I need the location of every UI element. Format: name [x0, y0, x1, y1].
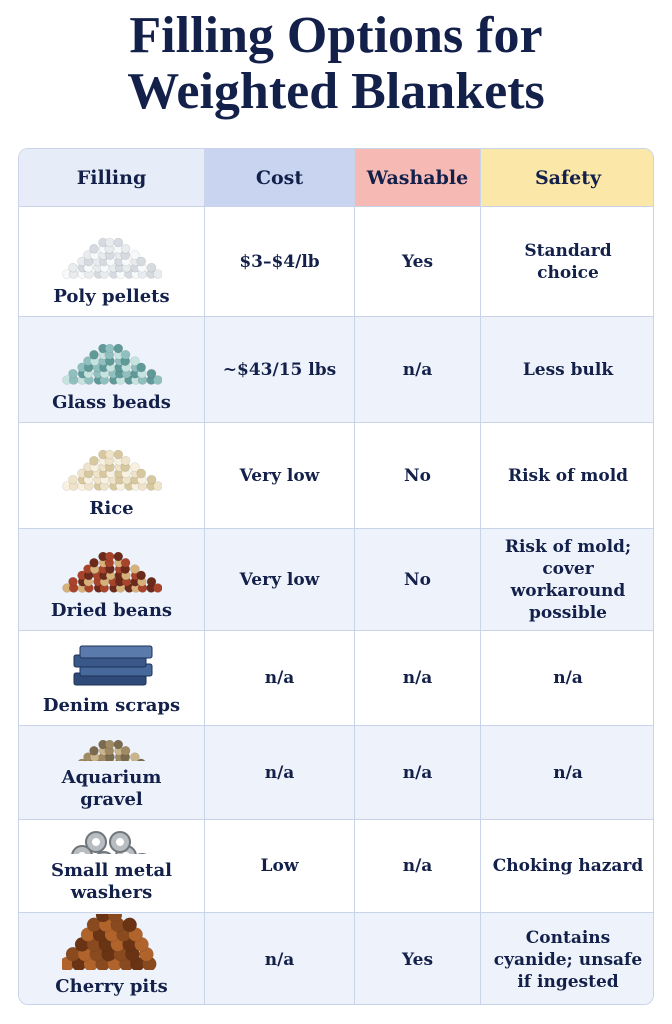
table-cell: No [355, 423, 481, 529]
table-cell: n/a [355, 317, 481, 423]
table-cell: $3–$4/lb [205, 207, 355, 317]
header-cell: Safety [481, 149, 653, 207]
cell-text: Very low [239, 569, 320, 590]
filling-illustration [61, 551, 162, 593]
table-cell: Yes [355, 207, 481, 317]
cell-text: $3–$4/lb [239, 251, 320, 272]
filling-cell: Rice [19, 423, 205, 529]
cell-text: No [404, 569, 431, 590]
cell-text: Yes [401, 949, 434, 970]
cell-text: ~$43/15 lbs [222, 359, 337, 380]
header-cell: Filling [19, 149, 205, 207]
header-cell: Cost [205, 149, 355, 207]
table-cell: Very low [205, 529, 355, 631]
table-cell: ~$43/15 lbs [205, 317, 355, 423]
cell-text: Choking hazard [492, 856, 644, 876]
filling-illustration [73, 645, 152, 686]
filling-cell: Denim scraps [19, 631, 205, 726]
table-cell: Standard choice [481, 207, 653, 317]
cell-text: Risk of mold; cover workaround possible [504, 536, 632, 623]
cell-text: n/a [264, 668, 295, 688]
cell-text: n/a [402, 856, 433, 876]
table-cell: Less bulk [481, 317, 653, 423]
table-cell: Low [205, 820, 355, 913]
filling-cell: Glass beads [19, 317, 205, 423]
table-cell: Very low [205, 423, 355, 529]
filling-illustration [61, 914, 157, 970]
table-cell: Yes [355, 913, 481, 1004]
filling-name: Denim scraps [42, 695, 181, 716]
table-cell: Risk of mold [481, 423, 653, 529]
table-cell: n/a [205, 631, 355, 726]
filling-name: Poly pellets [53, 286, 170, 307]
table-cell: n/a [355, 631, 481, 726]
filling-illustration [61, 343, 162, 385]
cell-text: Risk of mold [507, 465, 629, 486]
cell-text: Low [260, 856, 299, 876]
cell-text: Standard choice [524, 240, 612, 283]
filling-table: Filling Cost Washable Safety Poly pellets $3–… [18, 148, 654, 1005]
filling-cell: Poly pellets [19, 207, 205, 317]
table-cell: n/a [205, 726, 355, 820]
filling-name: Dried beans [50, 600, 173, 621]
cell-text: n/a [402, 359, 433, 380]
cell-text: n/a [264, 949, 295, 970]
table-cell: n/a [205, 913, 355, 1004]
header-text: Safety [534, 166, 602, 189]
filling-illustration [77, 739, 145, 761]
header-text: Washable [366, 166, 469, 189]
table-cell: n/a [481, 726, 653, 820]
table-cell: No [355, 529, 481, 631]
filling-illustration [61, 237, 162, 279]
cell-text: n/a [264, 762, 295, 783]
table-cell: Choking hazard [481, 820, 653, 913]
cell-text: n/a [402, 762, 433, 783]
table-cell: n/a [481, 631, 653, 726]
header-cell: Washable [355, 149, 481, 207]
filling-name: Small metal washers [51, 860, 172, 903]
cell-text: n/a [553, 668, 583, 688]
cell-text: n/a [402, 668, 433, 688]
cell-text: Less bulk [522, 359, 614, 380]
table-cell: Risk of mold; cover workaround possible [481, 529, 653, 631]
cell-text: Contains cyanide; unsafe if ingested [493, 927, 643, 992]
table-cell: n/a [355, 820, 481, 913]
filling-illustration [61, 449, 162, 491]
cell-text: Very low [239, 465, 320, 486]
table-cell: Contains cyanide; unsafe if ingested [481, 913, 653, 1004]
table-cell: n/a [355, 726, 481, 820]
header-text: Cost [255, 166, 304, 189]
filling-name: Aquarium gravel [61, 767, 162, 810]
filling-cell: Aquarium gravel [19, 726, 205, 820]
header-text: Filling [76, 166, 147, 189]
cell-text: Yes [401, 251, 434, 272]
filling-name: Cherry pits [55, 976, 168, 997]
filling-illustration [70, 831, 147, 854]
cell-text: No [404, 465, 431, 486]
filling-name: Rice [89, 498, 134, 519]
page-title: Filling Options for Weighted Blankets [127, 7, 545, 120]
cell-text: n/a [553, 762, 583, 783]
filling-cell: Small metal washers [19, 820, 205, 913]
filling-name: Glass beads [52, 392, 171, 413]
filling-cell: Dried beans [19, 529, 205, 631]
filling-cell: Cherry pits [19, 913, 205, 1004]
